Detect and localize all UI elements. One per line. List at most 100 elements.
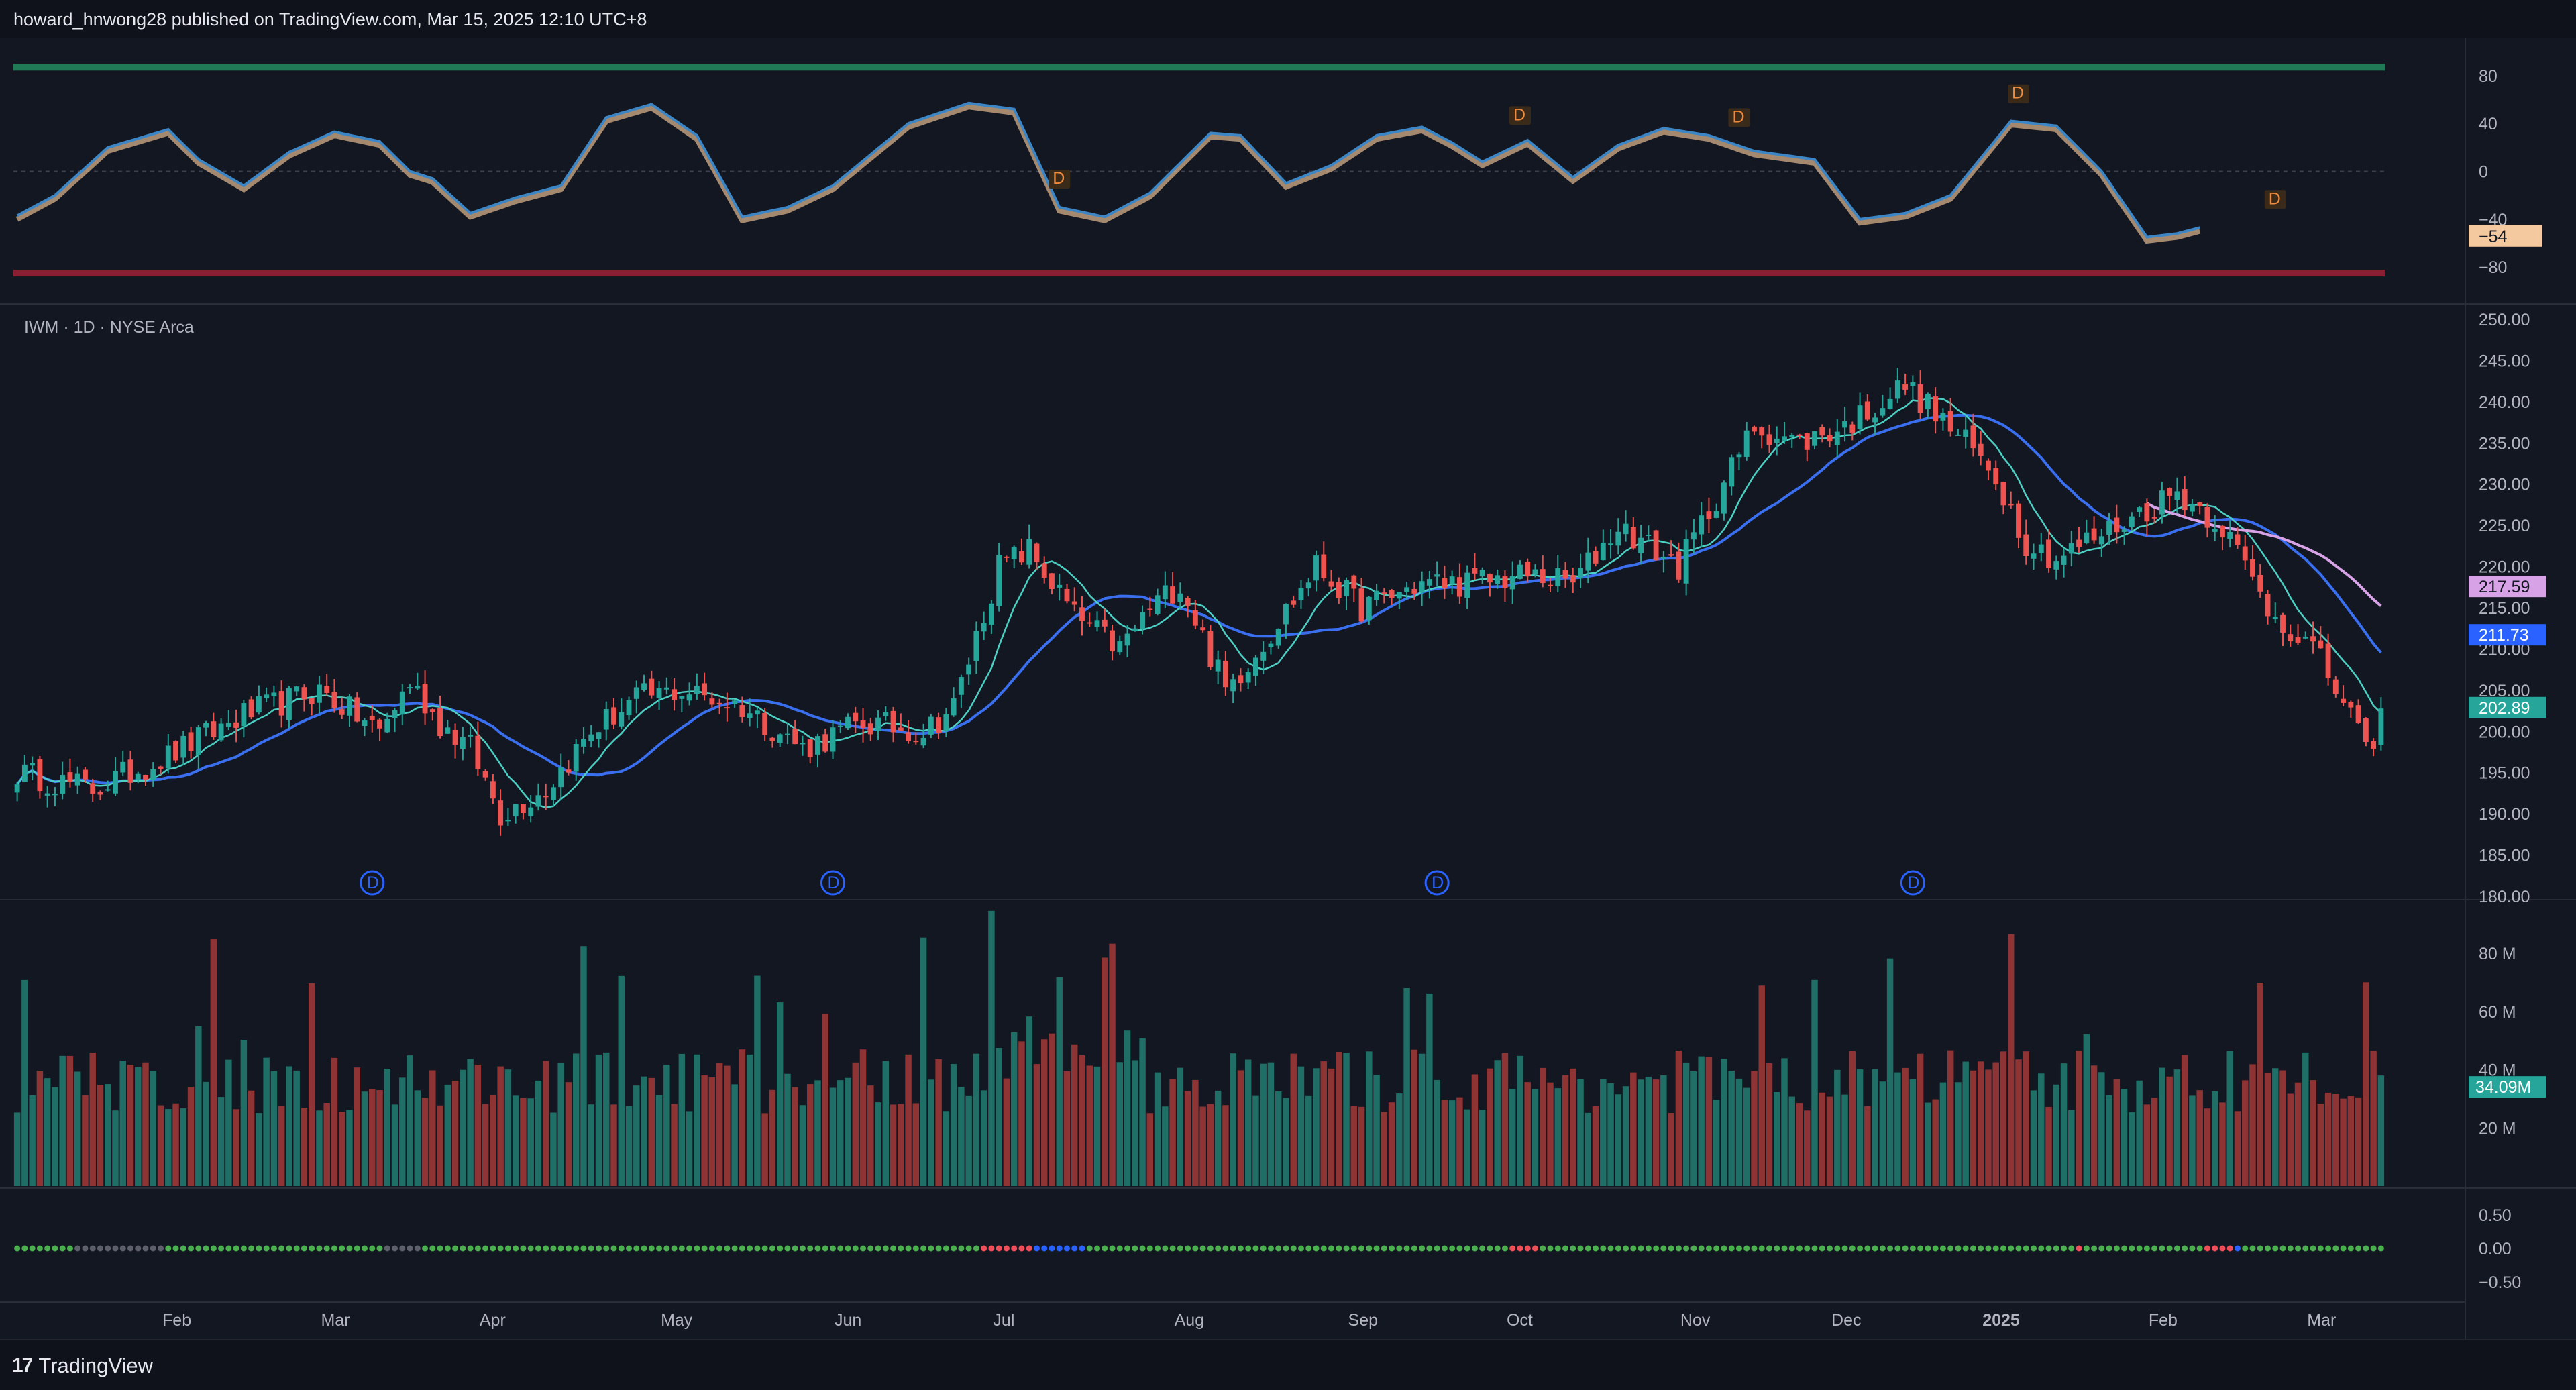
signal-dot [1018, 1245, 1025, 1252]
volume-bar [1267, 1062, 1275, 1186]
volume-bar [1109, 943, 1116, 1186]
candle-body [1034, 543, 1040, 562]
volume-bar [1275, 1091, 1282, 1186]
volume-bar [905, 1054, 912, 1186]
volume-bar [1939, 1082, 1947, 1186]
volume-bar [1343, 1053, 1350, 1186]
candle-body [429, 709, 435, 712]
signal-dot [407, 1245, 413, 1252]
volume-bar [195, 1026, 202, 1186]
candle-body [2023, 534, 2029, 556]
volume-bar [2211, 1091, 2218, 1186]
candle-body [1699, 515, 1705, 535]
candle-body [233, 722, 239, 728]
volume-tick-label: 60 M [2479, 1003, 2516, 1022]
candle-body [2144, 503, 2150, 522]
volume-bar [1735, 1078, 1743, 1186]
candle-body [1162, 585, 1168, 600]
signal-dot [1071, 1245, 1078, 1252]
signal-dot [1086, 1245, 1093, 1252]
signal-dot [2189, 1245, 2196, 1252]
signal-dot [1887, 1245, 1894, 1252]
candle-body [920, 737, 926, 746]
candle-body [520, 804, 526, 814]
volume-bar [180, 1108, 187, 1186]
volume-bar [1222, 1105, 1229, 1186]
signal-dot [354, 1245, 360, 1252]
signal-dot [1925, 1245, 1931, 1252]
candle-body [732, 700, 738, 704]
candle-body [1426, 579, 1432, 586]
volume-bar [391, 1104, 398, 1186]
candle-body [1464, 572, 1470, 598]
volume-bar [1388, 1102, 1395, 1186]
signal-dot [2196, 1245, 2203, 1252]
candle-body [1411, 588, 1417, 594]
volume-tick-label: 80 M [2479, 945, 2516, 963]
signal-dot [1909, 1245, 1916, 1252]
candle-body [973, 631, 979, 661]
signal-dot [1540, 1245, 1546, 1252]
signal-dot [490, 1245, 496, 1252]
candle-body [377, 719, 382, 729]
dividend-marker-icon [1424, 870, 1450, 896]
volume-bar [1026, 1016, 1032, 1186]
volume-bar [2204, 1108, 2211, 1186]
candle-body [1442, 578, 1448, 589]
candle-body [1887, 398, 1893, 409]
signal-dot [119, 1245, 126, 1252]
volume-bar [1962, 1061, 1969, 1186]
volume-bar [1501, 1053, 1509, 1186]
candle-body [603, 708, 609, 730]
volume-bar [920, 937, 927, 1186]
signal-dot [2083, 1245, 2090, 1252]
signal-dot [270, 1245, 277, 1252]
volume-bar [1328, 1068, 1335, 1186]
volume-bar [965, 1095, 972, 1186]
signal-dot [1788, 1245, 1795, 1252]
signal-dot [1041, 1245, 1048, 1252]
candle-body [1812, 431, 1817, 446]
volume-bar [701, 1075, 708, 1186]
candle-body [1804, 433, 1810, 450]
signal-dot [905, 1245, 912, 1252]
volume-bar [1456, 1097, 1463, 1186]
candle-body [2348, 702, 2354, 708]
volume-bar [74, 1071, 81, 1186]
candle-body [1313, 555, 1319, 581]
volume-bar [1925, 1102, 1931, 1186]
volume-bar [1834, 1069, 1841, 1186]
candle-body [1185, 598, 1191, 606]
signal-dot [1593, 1245, 1599, 1252]
signal-dot [2287, 1245, 2294, 1252]
signal-dot [369, 1245, 376, 1252]
volume-bar [882, 1061, 890, 1186]
volume-bar [2098, 1072, 2105, 1186]
candle-body [180, 735, 186, 758]
signal-dot [935, 1245, 942, 1252]
tradingview-logo[interactable]: 17 TradingView [12, 1354, 153, 1378]
candle-body [301, 687, 307, 700]
candle-body [1570, 575, 1576, 583]
signal-dot [331, 1245, 337, 1252]
candle-body [1351, 575, 1357, 589]
signal-dot [323, 1245, 330, 1252]
signal-dot [2129, 1245, 2135, 1252]
signal-dot [1690, 1245, 1697, 1252]
signal-dot [59, 1245, 66, 1252]
signal-dot [1743, 1245, 1750, 1252]
candle-body [165, 745, 171, 769]
candle-body [1608, 543, 1613, 545]
volume-bar [1509, 1089, 1516, 1186]
candle-body [2008, 504, 2014, 506]
signal-dot [256, 1245, 262, 1252]
signal-dot [965, 1245, 972, 1252]
candle-body [792, 729, 798, 745]
volume-bar [520, 1098, 527, 1186]
volume-bar [1411, 1049, 1418, 1186]
candle-body [2378, 708, 2384, 745]
signal-dot [1939, 1245, 1946, 1252]
signal-dot [1479, 1245, 1486, 1252]
signal-dot [142, 1245, 149, 1252]
